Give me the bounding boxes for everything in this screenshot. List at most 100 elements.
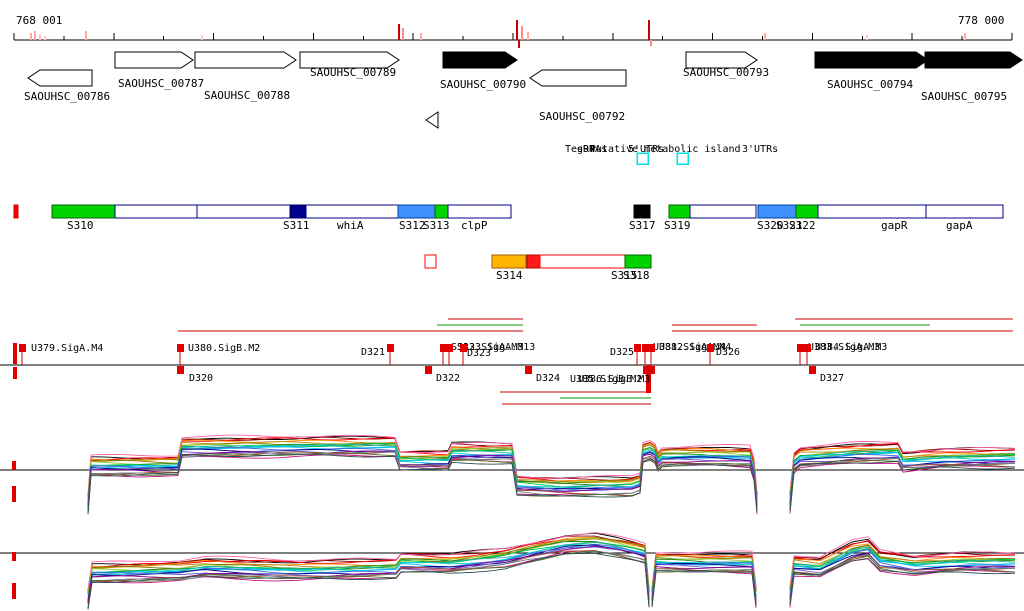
expression-series	[789, 549, 1016, 596]
gene-label: SAOUHSC_00790	[440, 78, 526, 91]
tss-label: U382.SigA.M4	[659, 342, 731, 353]
sequence-feature-mark	[30, 33, 32, 40]
tss-flag[interactable]	[177, 344, 184, 352]
segment-box[interactable]	[289, 204, 307, 219]
tss-flag[interactable]	[425, 366, 432, 374]
tss-flag[interactable]	[177, 366, 184, 374]
segment-box[interactable]	[424, 254, 437, 269]
segment-box[interactable]	[196, 204, 291, 219]
segment-box[interactable]	[668, 204, 691, 219]
sequence-feature-mark	[648, 20, 650, 40]
sequence-feature-mark	[516, 20, 518, 40]
gene-label: SAOUHSC_00794	[827, 78, 913, 91]
segment-box[interactable]	[447, 204, 512, 219]
segment-box[interactable]	[434, 204, 449, 219]
tss-label: U380.SigB.M2	[188, 343, 260, 354]
gene-arrow[interactable]	[27, 69, 93, 87]
tss-flag[interactable]	[19, 344, 26, 352]
tss-flag[interactable]	[460, 344, 467, 352]
sequence-feature-mark	[402, 28, 404, 40]
expression-series	[87, 441, 758, 501]
tss-flag[interactable]	[440, 344, 447, 352]
segment-label: S313	[423, 219, 450, 232]
sequence-feature-mark	[527, 32, 529, 40]
gene-label: SAOUHSC_00795	[921, 90, 1007, 103]
segment-box[interactable]	[491, 254, 527, 269]
segment-box[interactable]	[817, 204, 927, 219]
gene-arrow[interactable]	[685, 51, 758, 69]
gene-arrow[interactable]	[425, 111, 439, 129]
segment-box[interactable]	[633, 204, 651, 219]
utr-feature-box[interactable]	[676, 152, 689, 165]
tss-flag[interactable]	[446, 344, 453, 352]
edge-mark	[12, 552, 16, 561]
sequence-feature-mark	[650, 40, 652, 46]
tss-flag[interactable]	[642, 344, 649, 352]
sequence-feature-mark	[398, 24, 400, 40]
tss-flag[interactable]	[634, 344, 641, 352]
tss-label: D325	[610, 347, 634, 358]
segment-box[interactable]	[795, 204, 819, 219]
tss-flag[interactable]	[804, 344, 811, 352]
ruler-track	[13, 20, 1013, 48]
expression-series	[789, 441, 1016, 493]
tss-flag[interactable]	[648, 344, 655, 352]
expression-tracks	[0, 434, 1024, 610]
segment-box[interactable]	[689, 204, 757, 219]
expression-series	[87, 434, 758, 495]
edge-mark	[13, 367, 17, 379]
tss-track: U379.SigA.M4 U380.SigB.M2 D321 S313.SigA.M3…	[0, 318, 1024, 405]
sequence-feature-mark	[201, 35, 203, 40]
tss-label: D326	[716, 347, 740, 358]
segment-box[interactable]	[13, 204, 19, 219]
sequence-feature-mark	[518, 40, 520, 48]
sequence-feature-mark	[85, 31, 87, 40]
tss-flag[interactable]	[707, 344, 714, 352]
segment-label: S318	[623, 269, 650, 282]
segment-box[interactable]	[397, 204, 436, 219]
tss-flag[interactable]	[525, 366, 532, 374]
segment-box[interactable]	[757, 204, 797, 219]
expression-series	[789, 457, 1016, 511]
tss-flag[interactable]	[643, 366, 650, 374]
tss-label: U385.SigB.M2	[570, 374, 642, 385]
segment-box[interactable]	[925, 204, 1004, 219]
tss-label: U383.SigA.M3	[808, 342, 880, 353]
gene-arrow[interactable]	[924, 51, 1023, 69]
gene-arrow[interactable]	[442, 51, 518, 69]
gene-arrow[interactable]	[299, 51, 400, 69]
tss-label: U379.SigA.M4	[31, 343, 103, 354]
ruler-start-label: 768 001	[16, 14, 62, 27]
tss-flag[interactable]	[648, 366, 655, 374]
tss-flag[interactable]	[797, 344, 804, 352]
tss-flag[interactable]	[809, 366, 816, 374]
expression-series	[789, 462, 1016, 514]
segment-box[interactable]	[526, 254, 541, 269]
ruler-end-label: 778 000	[958, 14, 1004, 27]
segment-label: S311	[283, 219, 310, 232]
tss-label: D320	[189, 373, 213, 384]
gene-arrow[interactable]	[529, 69, 627, 87]
expression-series	[651, 560, 757, 596]
gene-arrow[interactable]	[814, 51, 929, 69]
tss-flag[interactable]	[387, 344, 394, 352]
segment-label: clpP	[461, 219, 488, 232]
segment-label: S319	[664, 219, 691, 232]
segment-label: S312	[399, 219, 426, 232]
expression-series	[651, 569, 757, 605]
segment-box[interactable]	[114, 204, 198, 219]
segment-box[interactable]	[624, 254, 652, 269]
expression-series	[651, 562, 757, 601]
segment-box[interactable]	[305, 204, 399, 219]
gene-arrow[interactable]	[194, 51, 297, 69]
segment-box[interactable]	[539, 254, 626, 269]
gene-arrow[interactable]	[114, 51, 194, 69]
feature-track-label: 5'UTRs	[628, 144, 664, 155]
expression-series	[789, 549, 1016, 600]
utr-feature-box[interactable]	[636, 152, 649, 165]
segment-box[interactable]	[51, 204, 116, 219]
sequence-feature-mark	[964, 33, 966, 40]
gene-label: SAOUHSC_00792	[539, 110, 625, 123]
